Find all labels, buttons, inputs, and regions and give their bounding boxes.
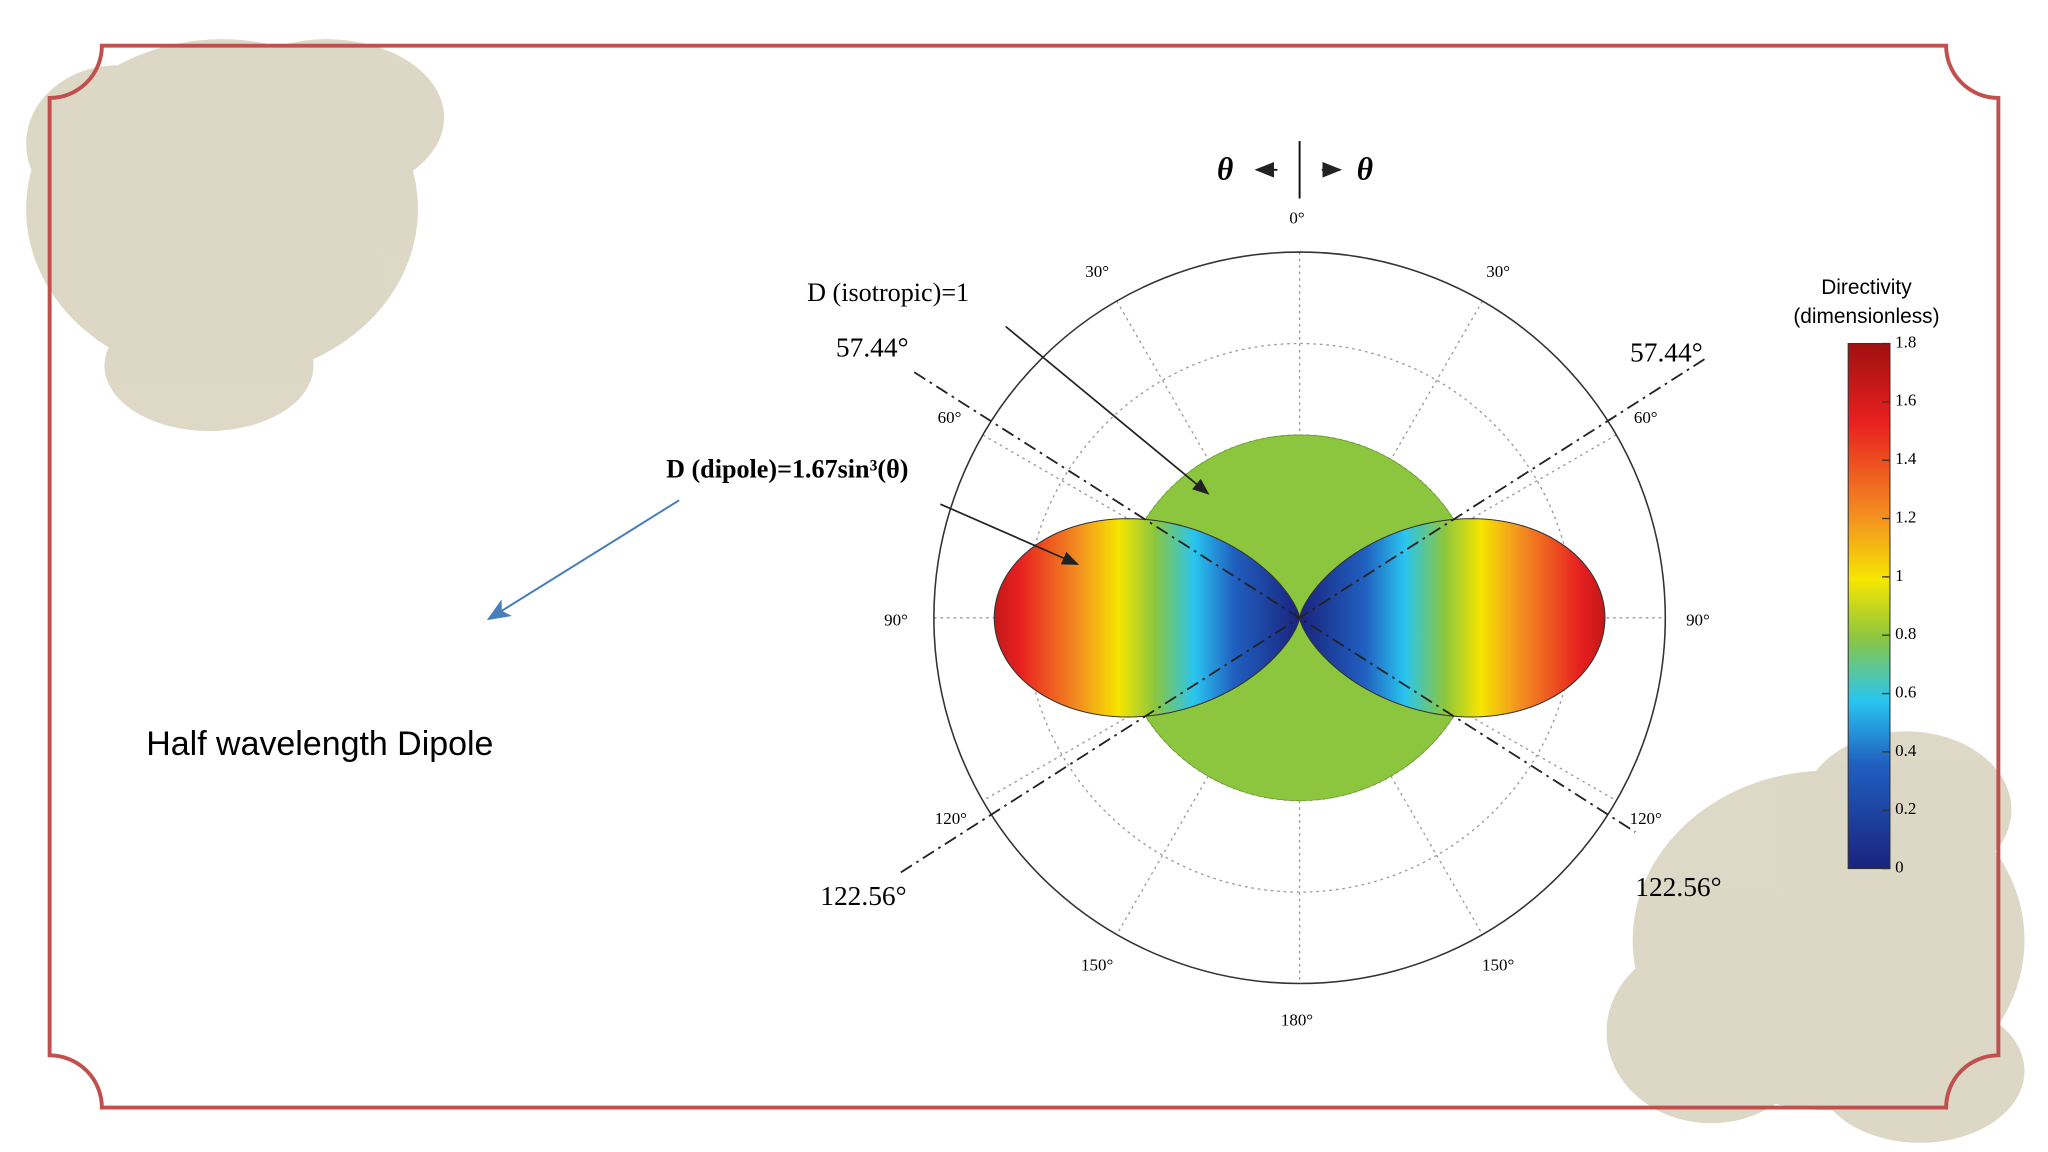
colorbar-tick-label: 0.2 — [1895, 799, 1916, 818]
dipole-lobe — [1299, 518, 1606, 718]
null-angle: 57.44° — [836, 332, 909, 362]
colorbar-title: Directivity — [1821, 276, 1912, 299]
axis-symbol: θ — [1217, 152, 1233, 187]
angle-labels: 0° 30° 30° 60° 60° 90° 90° 120° 120° 150… — [884, 208, 1710, 1029]
colorbar-tick-label: 0.6 — [1895, 682, 1916, 701]
null-angle: 122.56° — [820, 881, 906, 911]
polar-outer-ring — [933, 251, 1667, 985]
null-angle: 57.44° — [1630, 338, 1703, 368]
angle-label: 60° — [938, 408, 962, 427]
colorbar-tick-label: 1.8 — [1895, 332, 1916, 351]
decor-blob — [26, 39, 445, 432]
colorbar-tick-label: 0.4 — [1895, 741, 1917, 760]
colorbar-tick-label: 1.4 — [1895, 449, 1917, 468]
angle-label: 90° — [1686, 611, 1710, 630]
angle-label: 30° — [1085, 262, 1109, 281]
angle-label: 120° — [1630, 809, 1662, 828]
pointer-arrow — [486, 499, 680, 621]
colorbar-tick-label: 1.2 — [1895, 507, 1916, 526]
colorbar — [1847, 342, 1891, 870]
colorbar-ticks: 0 0.2 0.4 0.6 0.8 1 1.2 1.4 1.6 1.8 — [1882, 332, 1917, 876]
angle-label: 180° — [1281, 1010, 1313, 1029]
colorbar-tick-label: 0.8 — [1895, 624, 1916, 643]
null-lines — [898, 358, 1705, 875]
angle-label: 0° — [1289, 208, 1304, 227]
slide-frame — [47, 43, 2001, 1110]
angle-label: 120° — [935, 809, 967, 828]
colorbar-tick-label: 1.6 — [1895, 391, 1916, 410]
angle-label: 150° — [1482, 955, 1514, 974]
angle-label: 30° — [1486, 262, 1510, 281]
axis-symbol: θ — [1357, 152, 1373, 187]
angle-label: 60° — [1634, 408, 1658, 427]
angle-label: 90° — [884, 611, 908, 630]
annotation: D (dipole)=1.67sin³(θ) — [666, 455, 908, 484]
annotation: D (isotropic)=1 — [807, 278, 969, 307]
colorbar-tick-label: 1 — [1895, 566, 1903, 585]
colorbar-title: (dimensionless) — [1793, 305, 1939, 328]
angle-label: 150° — [1081, 955, 1113, 974]
colorbar-tick-label: 0 — [1895, 857, 1903, 876]
caption: Half wavelength Dipole — [146, 725, 493, 763]
decor-blob — [1606, 731, 2025, 1143]
annotation-arrow — [940, 503, 1080, 566]
annotation-arrow — [1005, 325, 1210, 495]
null-angle: 122.56° — [1635, 872, 1721, 902]
